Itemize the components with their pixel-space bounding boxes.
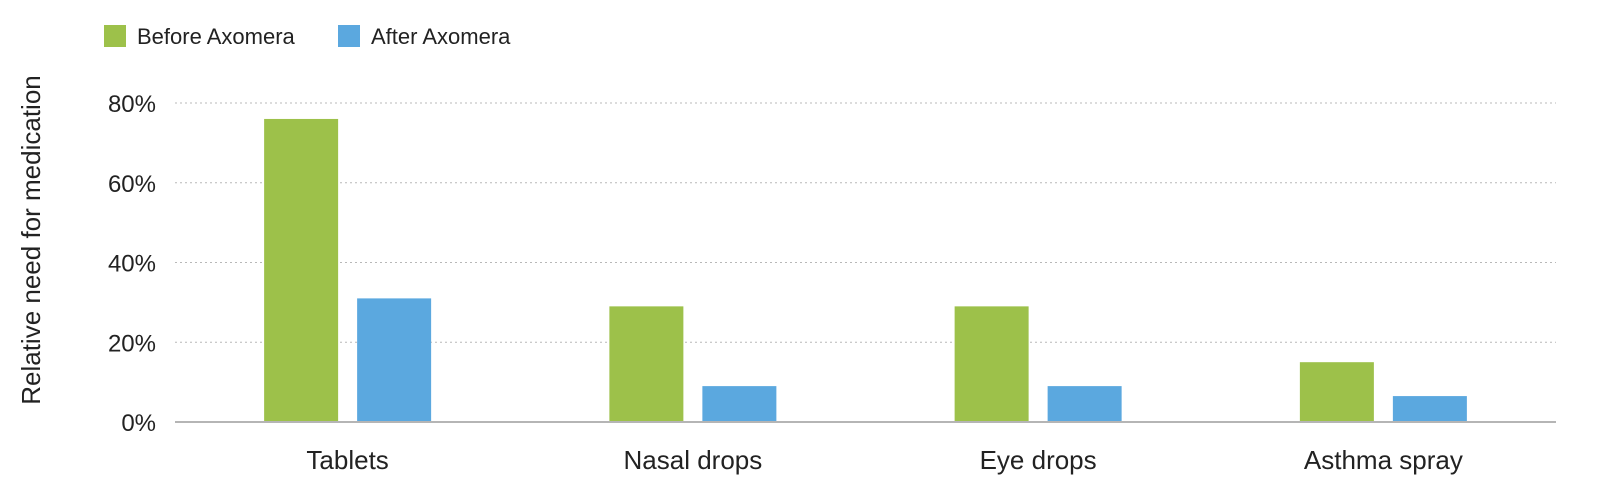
x-category-label: Asthma spray xyxy=(1304,445,1463,475)
y-axis-title: Relative need for medication xyxy=(16,75,46,405)
legend-label-before: Before Axomera xyxy=(137,24,296,49)
y-tick-label: 0% xyxy=(121,410,156,437)
bar-asthma-spray-after xyxy=(1392,396,1467,422)
bar-eye-drops-before xyxy=(954,306,1029,422)
x-axis-categories: Tablets Nasal drops Eye drops Asthma spray xyxy=(306,445,1462,475)
bar-tablets-before xyxy=(264,118,339,422)
bar-nasal-drops-after xyxy=(702,386,777,422)
legend: Before Axomera After Axomera xyxy=(104,24,511,49)
gridlines xyxy=(175,102,1556,343)
y-tick-label: 60% xyxy=(108,171,156,198)
bar-tablets-after xyxy=(357,298,432,422)
y-axis-ticks: 0% 20% 40% 60% 80% xyxy=(108,91,156,437)
x-category-label: Tablets xyxy=(306,445,388,475)
bar-eye-drops-after xyxy=(1047,386,1122,422)
legend-label-after: After Axomera xyxy=(371,24,511,49)
y-tick-label: 80% xyxy=(108,91,156,118)
x-category-label: Eye drops xyxy=(980,445,1097,475)
y-tick-label: 20% xyxy=(108,330,156,357)
bar-nasal-drops-before xyxy=(609,306,684,422)
legend-swatch-before xyxy=(104,25,126,47)
x-category-label: Nasal drops xyxy=(624,445,763,475)
bar-asthma-spray-before xyxy=(1299,362,1374,422)
y-tick-label: 40% xyxy=(108,251,156,278)
bars xyxy=(264,118,1467,422)
legend-swatch-after xyxy=(338,25,360,47)
